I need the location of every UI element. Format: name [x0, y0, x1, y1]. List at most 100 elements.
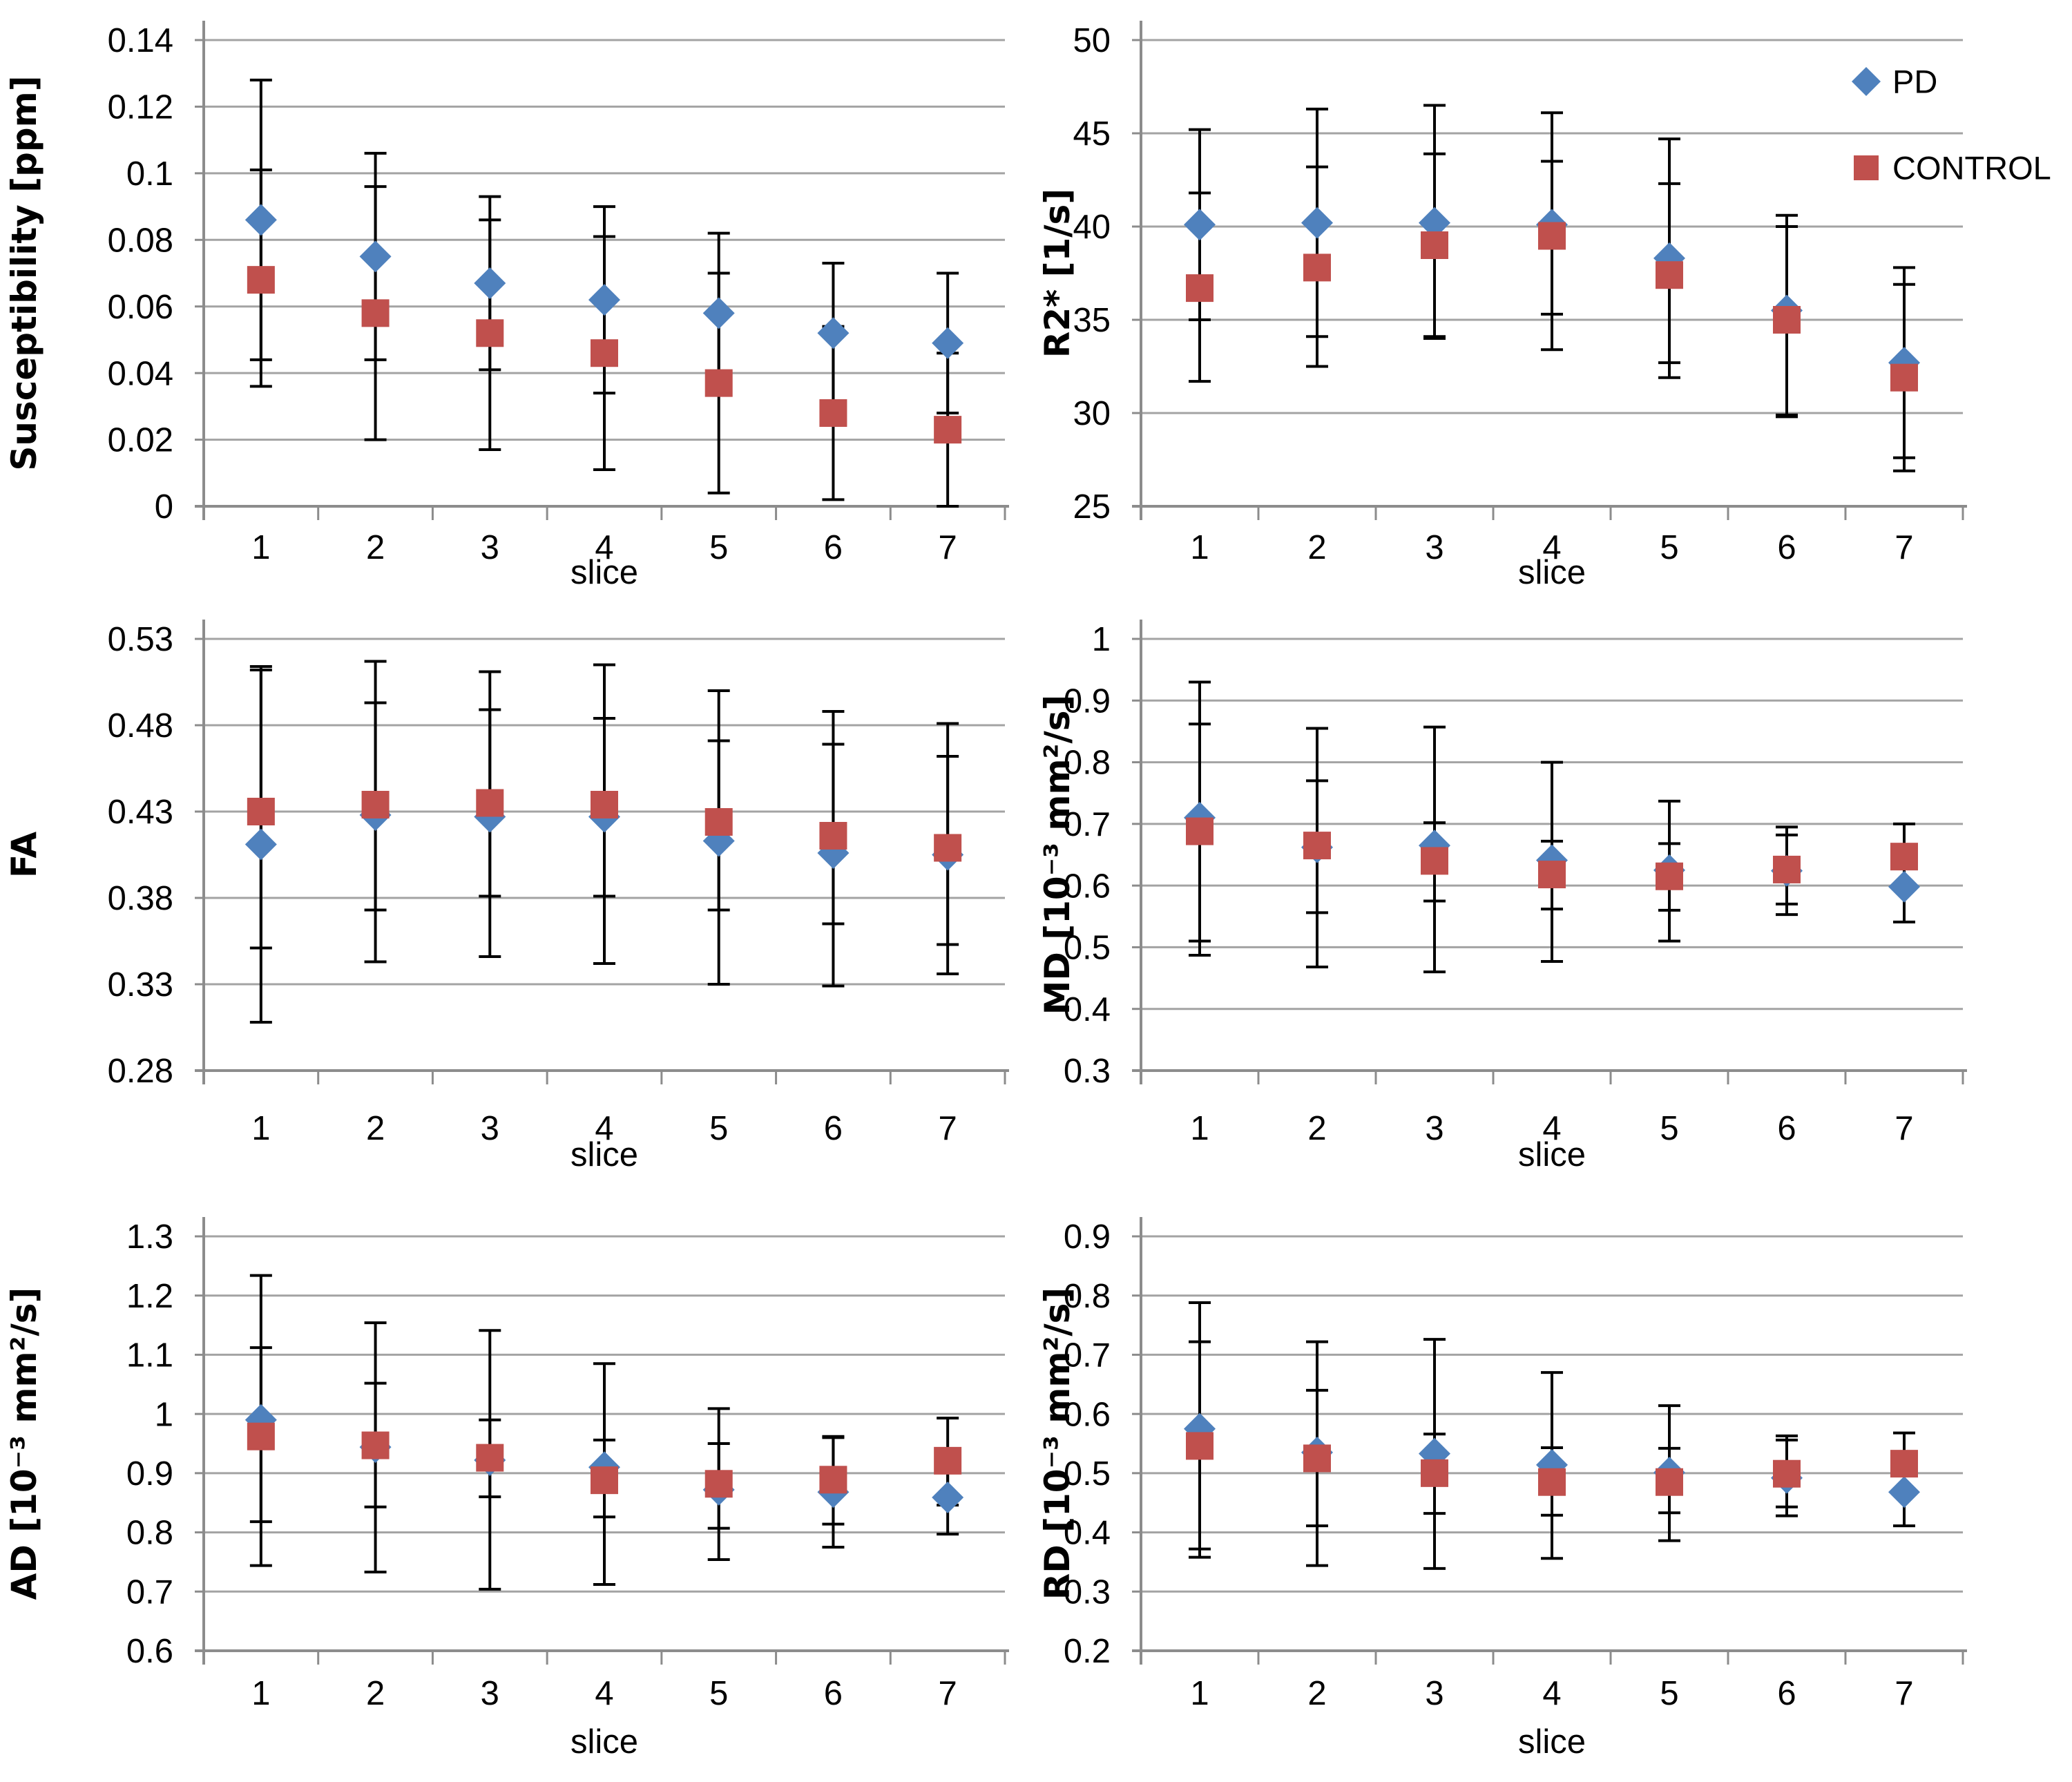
marker-control [591, 339, 618, 367]
marker-pd [359, 240, 392, 273]
x-tick-label: 4 [1542, 1110, 1561, 1147]
marker-pd [932, 327, 964, 359]
marker-control [934, 1446, 962, 1475]
y-tick-label: 1.1 [126, 1337, 173, 1374]
marker-pd [244, 204, 277, 236]
y-axis-title: MD [10⁻³ mm²/s] [1037, 695, 1077, 1015]
legend-square-icon [1854, 155, 1879, 180]
x-tick-label: 2 [366, 1675, 385, 1712]
x-tick-label: 5 [1660, 1675, 1678, 1712]
marker-control [704, 808, 733, 836]
y-tick-label: 0.08 [108, 222, 173, 259]
marker-pd [588, 284, 620, 316]
marker-pd [244, 828, 277, 861]
y-tick-label: 0.43 [108, 794, 173, 831]
marker-pd [1536, 1448, 1568, 1481]
marker-control [1186, 817, 1214, 845]
y-tick-label: 0.8 [126, 1515, 173, 1552]
x-tick-label: 4 [1542, 529, 1561, 566]
y-tick-label: 0.9 [1064, 1218, 1111, 1256]
x-tick-label: 7 [1894, 1675, 1913, 1712]
y-tick-label: 0.1 [126, 155, 173, 193]
marker-pd [702, 297, 735, 329]
y-tick-label: 50 [1073, 22, 1111, 59]
x-tick-label: 5 [709, 529, 728, 566]
y-tick-label: 0.33 [108, 966, 173, 1004]
y-tick-label: 0.53 [108, 621, 173, 658]
y-tick-label: 0.9 [1064, 682, 1111, 720]
marker-control [1656, 1468, 1683, 1496]
marker-control [1303, 1444, 1331, 1473]
x-tick-label: 7 [939, 1675, 957, 1712]
x-tick-label: 2 [1307, 1110, 1326, 1147]
y-axis-title: Susceptibility [ppm] [4, 75, 44, 470]
x-tick-label: 2 [1307, 1675, 1326, 1712]
marker-control [934, 834, 962, 862]
y-tick-label: 0.4 [1064, 991, 1111, 1028]
marker-pd [474, 267, 506, 299]
y-tick-label: 0.28 [108, 1053, 173, 1090]
marker-control [1656, 261, 1683, 289]
y-tick-label: 0.5 [1064, 1455, 1111, 1493]
x-tick-label: 6 [824, 1675, 843, 1712]
x-tick-label: 6 [1777, 1675, 1796, 1712]
marker-control [704, 1470, 733, 1498]
x-tick-label: 2 [1307, 529, 1326, 566]
y-tick-label: 0.48 [108, 707, 173, 745]
x-tick-label: 3 [481, 1110, 499, 1147]
y-tick-label: 40 [1073, 209, 1111, 246]
marker-control [591, 791, 618, 818]
marker-control [361, 1431, 390, 1459]
y-tick-label: 0.14 [108, 22, 173, 59]
marker-control [1773, 1459, 1801, 1488]
marker-control [1421, 847, 1448, 875]
marker-control [1656, 862, 1683, 890]
marker-control [1303, 832, 1331, 860]
legend-label: CONTROL [1892, 149, 2051, 186]
x-axis-title: slice [570, 1136, 638, 1173]
y-tick-label: 0.2 [1064, 1633, 1111, 1670]
marker-control [819, 822, 847, 850]
chart-ad: 0.6 0.7 0.8 0.9 1 1.1 1.2 1.3 1 2 3 4 5 6 7 slice AD [10… [4, 1217, 1009, 1761]
marker-control [1538, 222, 1566, 250]
y-tick-label: 0.5 [1064, 930, 1111, 967]
marker-control [1890, 363, 1918, 392]
x-tick-label: 4 [595, 1675, 613, 1712]
y-tick-label: 0.06 [108, 289, 173, 326]
y-tick-label: 0.3 [1064, 1573, 1111, 1611]
marker-pd [1419, 830, 1450, 862]
marker-control [247, 266, 275, 294]
marker-control [819, 399, 847, 427]
marker-pd [1301, 207, 1333, 239]
marker-control [819, 1466, 847, 1494]
x-tick-label: 1 [1190, 529, 1209, 566]
x-tick-label: 5 [1660, 529, 1678, 566]
x-tick-label: 6 [1777, 1110, 1796, 1147]
y-axis-title: AD [10⁻³ mm²/s] [4, 1287, 44, 1600]
legend: PD CONTROL [1852, 63, 2051, 186]
y-tick-label: 0.7 [126, 1573, 173, 1611]
marker-control [1421, 231, 1448, 259]
y-tick-label: 25 [1073, 488, 1111, 526]
x-tick-label: 1 [1190, 1110, 1209, 1147]
panel-rd: 0.2 0.3 0.4 0.5 0.6 0.7 0.8 0.9 1 2 3 4 5 6 7 slice RD [… [1036, 1188, 2072, 1782]
x-tick-label: 7 [1894, 1110, 1913, 1147]
marker-control [934, 416, 962, 444]
x-tick-label: 3 [1425, 529, 1443, 566]
y-tick-label: 0.9 [126, 1455, 173, 1493]
marker-pd [1184, 209, 1216, 241]
y-tick-label: 0.3 [1064, 1053, 1111, 1090]
y-tick-label: 0.7 [1064, 1337, 1111, 1374]
marker-control [1421, 1459, 1448, 1487]
panel-r2star: 25 30 35 40 45 50 1 2 3 4 5 6 7 slice R2* [1/s] PD CONTR… [1036, 0, 2072, 594]
marker-control [361, 299, 390, 327]
marker-control [1890, 843, 1918, 871]
marker-pd [1419, 207, 1450, 239]
y-tick-label: 0.7 [1064, 806, 1111, 843]
marker-pd [932, 1482, 964, 1513]
y-tick-label: 0.6 [126, 1633, 173, 1670]
x-tick-label: 2 [366, 1110, 385, 1147]
x-axis-title: slice [1518, 1723, 1586, 1761]
marker-control [247, 1422, 275, 1450]
